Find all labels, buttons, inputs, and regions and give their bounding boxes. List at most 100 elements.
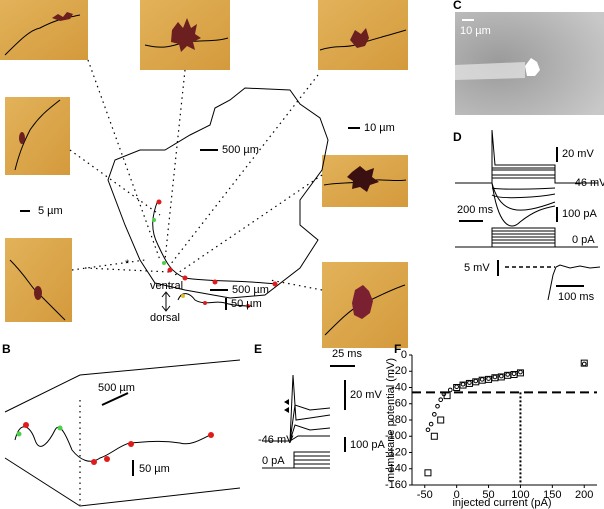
scale-bar-label: 500 µm	[98, 382, 135, 394]
point	[518, 369, 523, 375]
panel-label: B	[2, 342, 11, 356]
marker	[181, 294, 185, 298]
panel-a: A	[0, 0, 408, 348]
panel-b: B 500 µm 50 µm	[2, 342, 241, 507]
y-tick-label: -100	[385, 430, 407, 442]
x-tick-label: 100	[511, 489, 529, 501]
y-tick-label: -140	[385, 463, 407, 475]
panel-label: E	[254, 342, 262, 356]
y-tick-label: -20	[391, 365, 407, 377]
scale-bar-label: 10 µm	[364, 122, 395, 134]
markers	[16, 425, 63, 437]
photo	[5, 97, 70, 175]
panel-c: C 10 µm	[453, 0, 604, 115]
holding-label: -46 mV	[258, 434, 294, 446]
x-tick-label: 50	[482, 489, 494, 501]
y-tick-label: -60	[391, 398, 407, 410]
point	[473, 378, 479, 384]
cell	[19, 132, 25, 144]
point	[460, 381, 466, 387]
y-tick-label: -120	[385, 446, 407, 458]
neuron-side-view	[177, 293, 253, 307]
scale-bar	[101, 392, 129, 406]
point	[441, 391, 447, 397]
point	[425, 427, 431, 433]
point	[505, 372, 510, 377]
scale-bar-label: 5 mV	[464, 262, 490, 274]
y-tick-label: -80	[391, 414, 407, 426]
scale-bar-label: 100 pA	[562, 208, 598, 220]
cell	[352, 285, 373, 319]
y-tick-label: -40	[391, 381, 407, 393]
y-axis-label: membrane potential (mV)	[385, 358, 397, 482]
point	[438, 397, 444, 402]
point	[467, 380, 472, 385]
panel-label: D	[453, 130, 462, 144]
point	[486, 376, 491, 381]
current-steps	[455, 227, 598, 248]
markers	[23, 422, 214, 465]
voltage-trace	[262, 374, 331, 442]
pipette	[455, 62, 525, 80]
scale-bar-label: 500 µm	[222, 144, 259, 156]
scale-bar-label: 25 ms	[332, 348, 362, 360]
connectors	[69, 59, 323, 291]
point	[428, 421, 434, 427]
cell	[34, 286, 42, 300]
x-tick-label: 0	[454, 489, 460, 501]
point	[432, 412, 437, 417]
y-tick-label: 0	[401, 349, 407, 361]
current-steps	[262, 451, 330, 469]
point	[424, 469, 432, 477]
photo	[0, 0, 88, 60]
scale-bar-label: 50 µm	[231, 298, 262, 310]
scale-bar-label: 50 µm	[139, 463, 170, 475]
x-tick-label: 200	[575, 489, 593, 501]
scale-bar-label: 100 pA	[350, 439, 386, 451]
neurite	[14, 99, 61, 171]
arrowheads	[284, 399, 289, 413]
voltage-trace	[547, 264, 601, 301]
panel-f: F injected current (pA) membrane potenti…	[385, 342, 597, 509]
panel-d: D 20 mV - 46 mV 200 ms 100 pA 0 pA 5 mV …	[453, 129, 604, 303]
current-trace	[491, 182, 556, 227]
x-tick-label: 150	[543, 489, 561, 501]
point	[435, 403, 440, 409]
scale-bar-label: 20 mV	[562, 148, 594, 160]
cell	[525, 58, 540, 76]
scale-bar-label: 500 µm	[232, 284, 269, 296]
scale-bar-label: 20 mV	[350, 389, 382, 401]
axis-label: dorsal	[150, 312, 180, 324]
scale-bar-label: 100 ms	[558, 291, 595, 303]
cell	[52, 12, 73, 21]
photo	[5, 238, 72, 322]
cell	[171, 18, 201, 52]
panel-label: C	[453, 0, 462, 12]
scale-bar-label: 10 µm	[460, 25, 491, 37]
axis-label: ventral	[150, 280, 183, 292]
point	[437, 416, 445, 424]
point	[454, 384, 459, 389]
cell	[350, 28, 369, 48]
y-tick-label: -160	[385, 479, 407, 491]
arrow-heads	[161, 291, 171, 312]
scale-bar-label: 200 ms	[457, 204, 494, 216]
baseline-label: 0 pA	[572, 234, 595, 246]
point	[511, 371, 517, 376]
panel-label: F	[394, 342, 401, 356]
point	[492, 374, 498, 380]
point	[447, 387, 453, 393]
x-tick-label: -50	[417, 489, 433, 501]
point	[499, 373, 504, 379]
marker	[203, 301, 207, 305]
markers	[156, 199, 278, 287]
scale-bar-label: 5 µm	[38, 205, 63, 217]
point	[430, 432, 438, 440]
marker	[246, 304, 250, 308]
outline	[4, 359, 241, 507]
point	[479, 377, 485, 382]
voltage-trace	[491, 167, 556, 199]
panel-e: E 25 ms 20 mV -46 mV 100 pA 0 pA	[254, 342, 386, 469]
neuron-track	[14, 426, 211, 462]
